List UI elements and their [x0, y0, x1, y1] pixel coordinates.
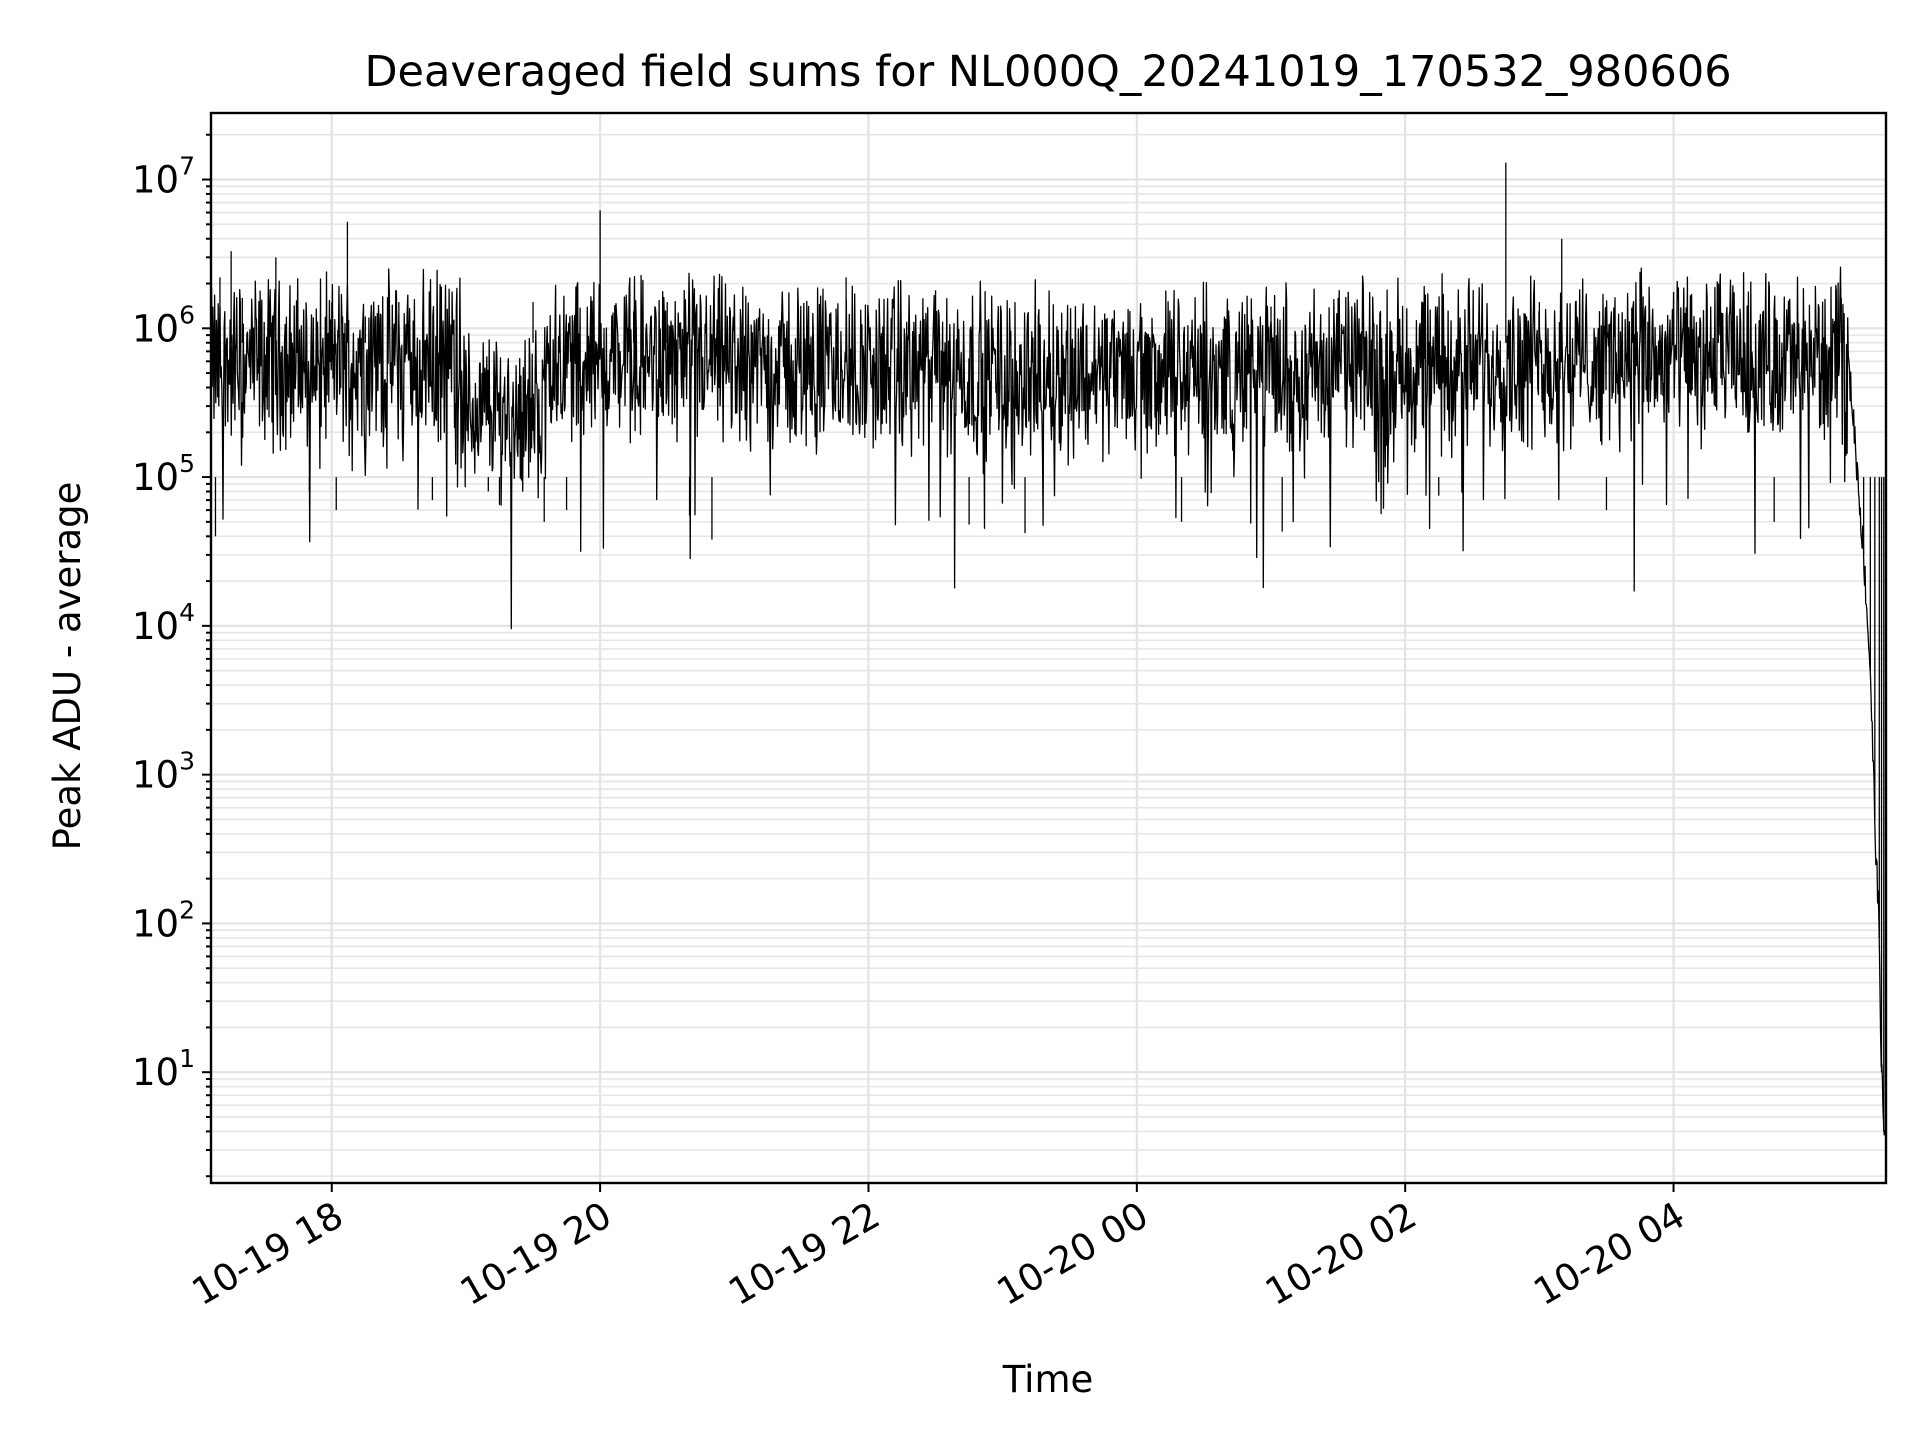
- x-tick-label: 10-19 18: [185, 1194, 351, 1314]
- series-line: [210, 266, 1887, 1139]
- y-tick-label: 105: [132, 449, 195, 499]
- y-tick-exponent: 1: [179, 1044, 195, 1073]
- y-tick-label: 107: [132, 152, 195, 202]
- x-tick-label: 10-20 00: [990, 1194, 1156, 1314]
- y-tick-label: 102: [132, 895, 195, 945]
- y-tick-base: 10: [132, 159, 179, 202]
- x-tick-label: 10-20 02: [1258, 1194, 1424, 1314]
- y-tick-base: 10: [132, 307, 179, 350]
- y-tick-exponent: 5: [179, 449, 195, 478]
- y-tick-base: 10: [132, 902, 179, 945]
- grid: [211, 113, 1886, 1183]
- y-tick-exponent: 3: [179, 747, 195, 776]
- series-layer: [210, 162, 1887, 1139]
- x-tick-label: 10-19 22: [721, 1194, 887, 1314]
- y-tick-label: 104: [132, 598, 195, 648]
- y-tick-base: 10: [132, 605, 179, 648]
- y-tick-base: 10: [132, 1051, 179, 1094]
- y-tick-label: 103: [132, 747, 195, 797]
- x-tick-label: 10-20 04: [1526, 1194, 1692, 1314]
- y-axis-label: Peak ADU - average: [46, 482, 89, 851]
- x-axis: 10-19 18 10-19 20 10-19 22 10-20 00 10-20 02…: [185, 1183, 1692, 1314]
- chart-title: Deaveraged field sums for NL000Q_2024101…: [364, 47, 1731, 97]
- y-tick-exponent: 7: [179, 152, 195, 181]
- y-tick-base: 10: [132, 754, 179, 797]
- y-tick-exponent: 6: [179, 300, 195, 329]
- x-axis-label: Time: [1002, 1358, 1094, 1401]
- y-tick-base: 10: [132, 456, 179, 499]
- plot-frame: [209, 111, 1888, 1185]
- y-tick-label: 106: [132, 300, 195, 350]
- y-tick-exponent: 4: [179, 598, 195, 627]
- x-tick-label: 10-19 20: [453, 1194, 619, 1314]
- y-tick-exponent: 2: [179, 895, 195, 924]
- y-tick-label: 101: [132, 1044, 195, 1094]
